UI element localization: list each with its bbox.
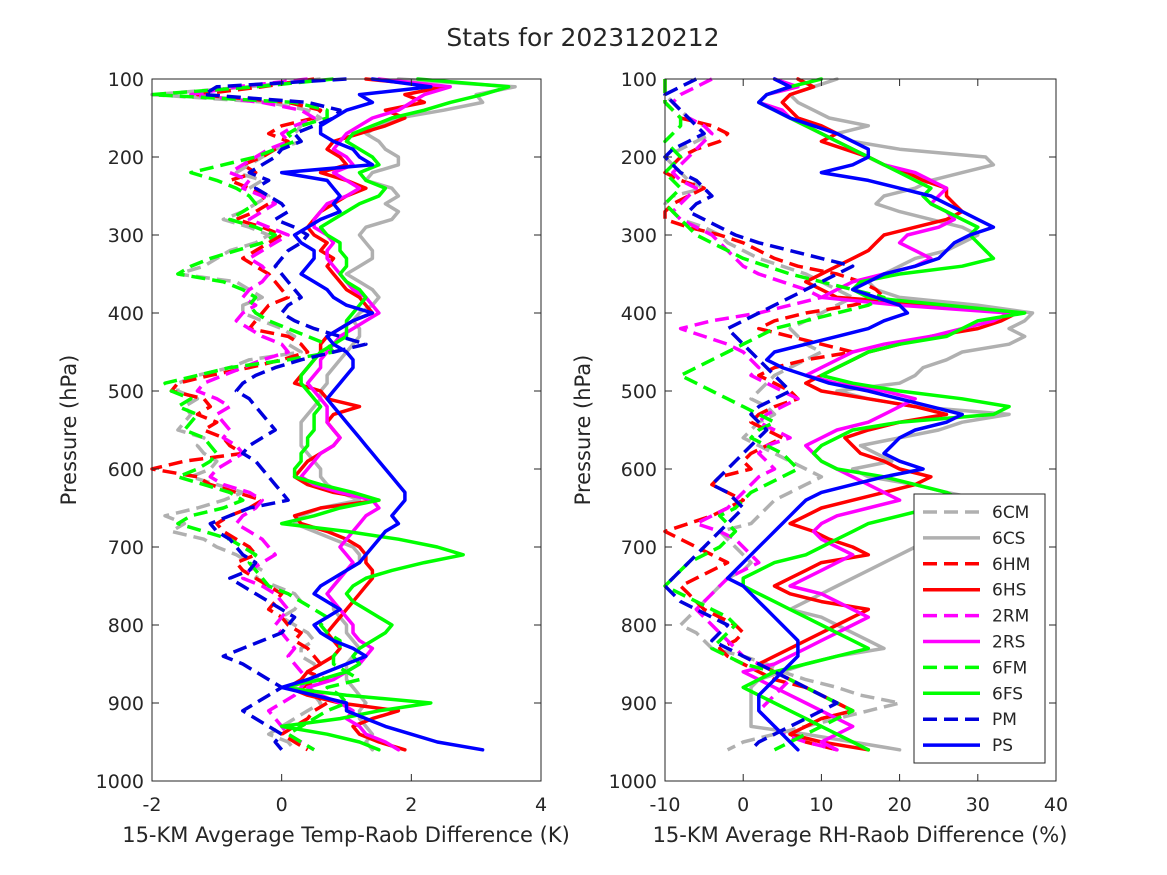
temp-xtick-label: 0 (276, 794, 288, 816)
legend: 6CM 6CS 6HM 6HS 2RM 2RS 6FM 6FS PM PS (914, 494, 1045, 763)
temp-ytick-label: 700 (108, 537, 144, 559)
temp-ytick-label: 400 (108, 303, 144, 325)
temp-ytick-label: 200 (108, 147, 144, 169)
temp-ytick-label: 900 (108, 693, 144, 715)
temp-xtick-label: 2 (405, 794, 417, 816)
rh-ytick-label: 100 (621, 69, 657, 91)
rh-ytick-label: 700 (621, 537, 657, 559)
rh-ytick-label: 600 (621, 459, 657, 481)
temp-x-axis-label: 15-KM Avgerage Temp-Raob Difference (K) (122, 823, 570, 847)
rh-x-axis-label: 15-KM Average RH-Raob Difference (%) (653, 823, 1068, 847)
temp-xtick-label: 4 (535, 794, 547, 816)
rh-xtick-label: 30 (966, 794, 990, 816)
rh-panel: -10 0 10 20 30 40 100 200 300 400 500 600 700 800 900 1… (571, 69, 1068, 847)
rh-ytick-label: 500 (621, 381, 657, 403)
rh-ytick-label: 900 (621, 693, 657, 715)
rh-xtick-label: -10 (649, 794, 680, 816)
figure-title: Stats for 2023120212 (446, 23, 719, 52)
legend-label-2rm: 2RM (992, 607, 1029, 627)
figure: Stats for 2023120212 -2 0 2 410020030040050… (0, 0, 1167, 875)
temp-xtick-label: -2 (143, 794, 162, 816)
temp-ytick-label: 100 (108, 69, 144, 91)
rh-xtick-label: 0 (737, 794, 749, 816)
rh-ytick-label: 300 (621, 225, 657, 247)
rh-ytick-label: 200 (621, 147, 657, 169)
rh-xtick-label: 20 (888, 794, 912, 816)
temp-ytick-label: 300 (108, 225, 144, 247)
legend-label-6fs: 6FS (992, 684, 1023, 704)
rh-xtick-label: 40 (1044, 794, 1068, 816)
legend-label-6hs: 6HS (992, 581, 1026, 601)
rh-ytick-label: 400 (621, 303, 657, 325)
rh-y-axis-label: Pressure (hPa) (571, 355, 595, 506)
legend-label-2rs: 2RS (992, 633, 1025, 653)
legend-label-6cm: 6CM (992, 503, 1029, 523)
rh-xtick-label: 10 (809, 794, 833, 816)
legend-label-6hm: 6HM (992, 555, 1030, 575)
temp-ytick-label: 1000 (96, 771, 144, 793)
temp-ytick-label: 600 (108, 459, 144, 481)
temp-ytick-label: 800 (108, 615, 144, 637)
legend-label-ps: PS (992, 736, 1013, 756)
rh-ytick-label: 800 (621, 615, 657, 637)
legend-label-pm: PM (992, 710, 1017, 730)
temp-panel: -2 0 2 4 100 200 300 400 500 600 700 800 900 1000 15-… (57, 69, 570, 847)
legend-label-6cs: 6CS (992, 529, 1025, 549)
temp-ytick-label: 500 (108, 381, 144, 403)
rh-ytick-label: 1000 (609, 771, 657, 793)
legend-label-6fm: 6FM (992, 658, 1027, 678)
temp-y-axis-label: Pressure (hPa) (57, 355, 81, 506)
